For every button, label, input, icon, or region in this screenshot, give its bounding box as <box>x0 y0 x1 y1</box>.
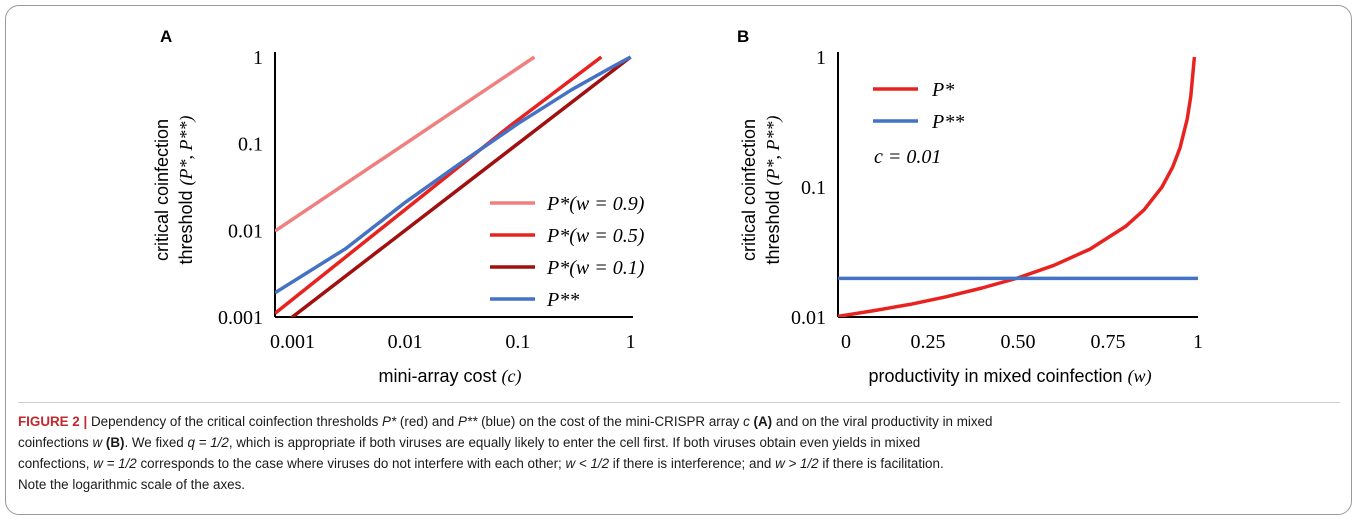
caption-text: Dependency of the critical coinfection t… <box>90 414 379 429</box>
caption-symbol: q = 1/2 <box>187 435 229 450</box>
panel-b-axes <box>837 52 1198 318</box>
panel-a-y-label-line2: threshold (P*, P**) <box>176 115 197 264</box>
caption-text: . We fixed <box>124 435 184 450</box>
panel-b-x-tick-label: 0.75 <box>1091 331 1126 353</box>
panel-a-axes <box>274 52 633 318</box>
caption-text: if there is interference; and <box>612 456 772 471</box>
panel-a-x-axis-label: mini-array cost (c) <box>378 366 521 387</box>
panel-b-legend-label: P* <box>931 79 954 101</box>
panel-a-x-tick-label: 0.001 <box>270 331 315 353</box>
caption-text: if there is facilitation. <box>822 456 944 471</box>
caption-panel-ref: (A) <box>753 414 773 429</box>
panel-a: A 0.001 0.01 0.1 1 0.001 0.01 0.1 1 P*(w = 0.9)… <box>152 27 645 387</box>
panel-a-x-tick-label: 0.01 <box>388 331 423 353</box>
panel-a-legend-label: P*(w = 0.1) <box>546 257 645 279</box>
caption-symbol: c <box>743 414 750 429</box>
figure-caption: FIGURE 2 | Dependency of the critical co… <box>18 411 1338 495</box>
caption-text: , which is appropriate if both viruses a… <box>228 435 921 450</box>
panel-b-y-tick-label: 1 <box>816 47 826 69</box>
panel-b-x-tick-label: 1 <box>1193 331 1203 353</box>
panel-b-x-axis-label: productivity in mixed coinfection (w) <box>868 366 1151 387</box>
caption-line-4: Note the logarithmic scale of the axes. <box>18 477 246 492</box>
panel-b-legend-label: P** <box>931 111 964 133</box>
caption-symbol: w <box>92 435 103 450</box>
panel-b-x-tick-label: 0.25 <box>911 331 946 353</box>
caption-symbol: w = 1/2 <box>93 456 137 471</box>
panel-a-y-tick-label: 0.001 <box>218 307 263 329</box>
panel-a-series-line <box>275 55 536 233</box>
panel-a-legend-label: P*(w = 0.9) <box>546 193 645 215</box>
panel-b-annotation: c = 0.01 <box>874 146 941 168</box>
panel-b: B 0 0.25 0.50 0.75 10.010.11 P*P** c = 0.01 … <box>737 27 1203 387</box>
panel-b-series-line <box>838 56 1197 317</box>
panel-b-y-tick-label: 0.01 <box>791 307 826 329</box>
caption-figure-label: FIGURE 2 | <box>18 414 88 429</box>
panel-a-series-line <box>275 55 603 315</box>
panel-b-y-label-line2: threshold (P*, P**) <box>763 115 784 264</box>
figure-frame <box>5 5 1352 515</box>
caption-text: confections, <box>18 456 90 471</box>
panel-a-x-tick-label: 1 <box>626 331 636 353</box>
caption-line-3: confections, w = 1/2 corresponds to the … <box>18 453 1338 474</box>
caption-text: coinfections <box>18 435 89 450</box>
caption-line-2: coinfections w (B). We fixed q = 1/2, wh… <box>18 432 1338 453</box>
caption-line-1: FIGURE 2 | Dependency of the critical co… <box>18 411 1338 432</box>
caption-text: corresponds to the case where viruses do… <box>140 456 562 471</box>
panel-b-series <box>838 56 1198 317</box>
panel-a-y-label-line1: critical coinfection <box>152 119 172 261</box>
figure-chart: A 0.001 0.01 0.1 1 0.001 0.01 0.1 1 P*(w = 0.9)… <box>152 27 1203 387</box>
panel-a-y-axis-label: critical coinfection threshold (P*, P**) <box>152 115 197 264</box>
caption-text: and on the viral productivity in mixed <box>775 414 993 429</box>
panel-a-legend: P*(w = 0.9) P*(w = 0.5) P*(w = 0.1) P** <box>490 193 645 311</box>
panel-b-y-tick-label: 0.1 <box>801 177 826 199</box>
caption-panel-ref: (B) <box>105 435 125 450</box>
panel-a-series-line <box>289 55 632 317</box>
panel-b-legend: P* P** <box>873 79 964 133</box>
panel-a-legend-label: P*(w = 0.5) <box>546 225 645 247</box>
panel-a-y-tick-label: 0.01 <box>228 220 263 242</box>
caption-symbol: w > 1/2 <box>775 456 819 471</box>
panel-a-y-tick-label: 0.1 <box>238 134 263 156</box>
panel-a-series <box>275 55 632 317</box>
panel-a-ticks: 0.001 0.01 0.1 1 0.001 0.01 0.1 1 <box>218 47 636 353</box>
caption-symbol: w < 1/2 <box>565 456 610 471</box>
caption-text: (blue) on the cost of the mini-CRISPR ar… <box>481 414 740 429</box>
caption-text: (red) and <box>399 414 455 429</box>
panel-b-ticks: 0 0.25 0.50 0.75 1 0.01 0.1 1 <box>791 47 1203 353</box>
panel-a-series-line <box>275 55 632 295</box>
panel-b-y-axis-label: critical coinfection threshold (P*, P**) <box>739 115 784 264</box>
caption-separator <box>18 402 1340 403</box>
panel-a-label: A <box>160 27 172 46</box>
panel-b-x-tick-label: 0 <box>841 331 851 353</box>
panel-a-y-tick-label: 1 <box>253 47 263 69</box>
caption-symbol: P* <box>382 414 397 429</box>
panel-a-legend-label: P** <box>546 289 579 311</box>
panel-b-x-tick-label: 0.50 <box>1001 331 1036 353</box>
panel-b-label: B <box>737 27 749 46</box>
panel-a-x-tick-label: 0.1 <box>505 331 530 353</box>
caption-symbol: P** <box>458 414 478 429</box>
panel-b-y-label-line1: critical coinfection <box>739 119 759 261</box>
